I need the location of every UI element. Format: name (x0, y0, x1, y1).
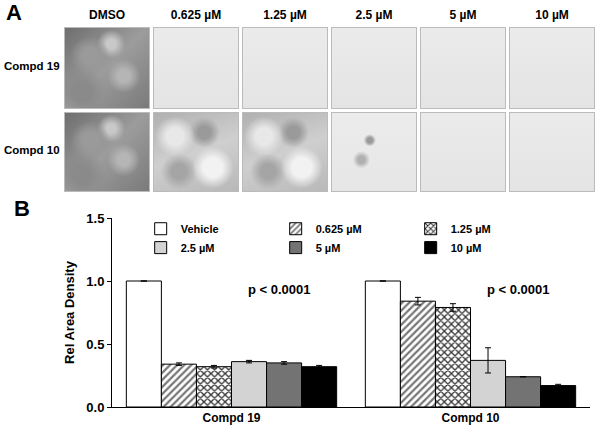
svg-text:Vehicle: Vehicle (181, 223, 219, 235)
html-text:Compd 19: Compd 19 (4, 60, 60, 72)
svg-text:Compd 19: Compd 19 (202, 411, 260, 425)
html-text:DMSO: DMSO (89, 8, 125, 22)
svg-text:0.0: 0.0 (86, 400, 104, 415)
html-text:1.25 µM: 1.25 µM (263, 8, 307, 22)
svg-text:1.0: 1.0 (86, 274, 104, 289)
html-text:0.625 µM: 0.625 µM (170, 8, 222, 22)
svg-text:10 µM: 10 µM (451, 242, 482, 254)
svg-text:p < 0.0001: p < 0.0001 (248, 282, 311, 297)
html-text:B: B (14, 196, 30, 221)
html-text:10 µM: 10 µM (535, 8, 569, 22)
svg-text:5 µM: 5 µM (316, 242, 341, 254)
svg-text:0.625 µM: 0.625 µM (316, 223, 362, 235)
html-text:5 µM: 5 µM (449, 8, 477, 22)
svg-text:1.25 µM: 1.25 µM (451, 223, 491, 235)
svg-text:1.5: 1.5 (86, 211, 104, 226)
svg-text:Compd 10: Compd 10 (441, 411, 499, 425)
svg-text:0.5: 0.5 (86, 337, 104, 352)
svg-text:2.5 µM: 2.5 µM (181, 242, 215, 254)
html-text:2.5 µM: 2.5 µM (355, 8, 393, 22)
svg-text:Rel Area Density: Rel Area Density (62, 260, 77, 364)
html-text:Compd 10: Compd 10 (4, 144, 60, 156)
html-text:A: A (6, 0, 22, 25)
svg-text:p < 0.0001: p < 0.0001 (487, 282, 550, 297)
